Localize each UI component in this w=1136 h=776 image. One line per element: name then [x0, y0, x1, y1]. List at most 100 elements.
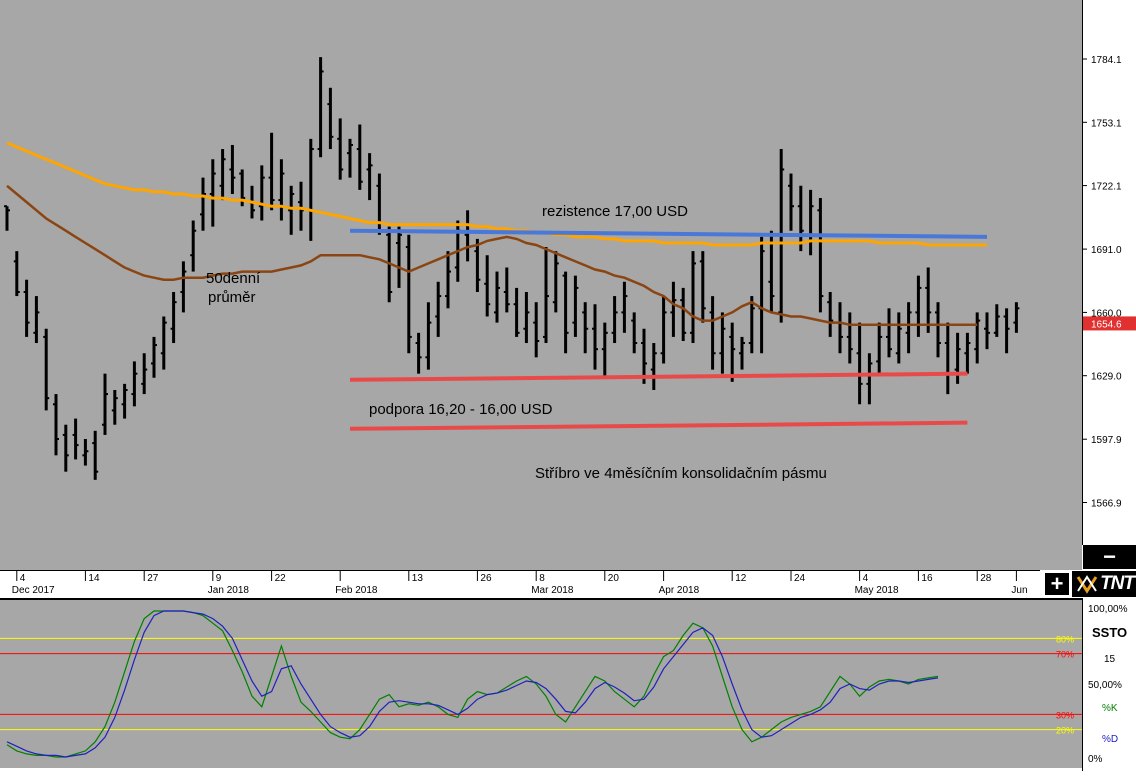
- time-month-label: Jun: [1011, 585, 1027, 596]
- osc-tick-label: 100,00%: [1088, 604, 1128, 615]
- price-bar: [141, 353, 148, 395]
- zoom-out-button[interactable]: −: [1083, 544, 1136, 569]
- time-tick-label: 26: [480, 573, 492, 584]
- ma50-label-line2: průměr: [208, 289, 256, 306]
- price-bar: [886, 308, 892, 358]
- price-tick-label: 1691.0: [1091, 245, 1122, 256]
- price-bar: [699, 251, 706, 323]
- price-bar: [337, 118, 344, 180]
- support-label: podpora 16,20 - 16,00 USD: [369, 401, 553, 418]
- price-bar: [200, 177, 206, 231]
- price-bar: [464, 210, 471, 262]
- price-axis-labels: 1784.1 1753.1 1722.1 1691.0 1660.0 1629.0 1597…: [1082, 0, 1136, 545]
- time-tick-label: 20: [608, 573, 620, 584]
- price-bar: [102, 373, 108, 435]
- price-chart[interactable]: rezistence 17,00 USD 50denní průměr podpora…: [0, 0, 1082, 570]
- support-lower-line: [349, 420, 968, 431]
- time-month-label: Dec 2017: [12, 585, 55, 596]
- price-bar: [817, 198, 824, 313]
- price-bar: [523, 291, 530, 344]
- price-bar: [935, 302, 941, 358]
- resistance-label: rezistence 17,00 USD: [542, 203, 688, 220]
- price-bar: [170, 291, 177, 344]
- price-bar: [131, 361, 138, 407]
- price-bar: [846, 312, 853, 364]
- price-tick-label: 1597.9: [1091, 435, 1122, 446]
- time-month-label: Apr 2018: [659, 585, 700, 596]
- price-bar: [650, 343, 657, 390]
- price-bar: [611, 296, 618, 344]
- price-bar: [405, 234, 412, 354]
- price-bar: [788, 173, 794, 231]
- price-bar: [219, 149, 226, 201]
- time-month-label: Jan 2018: [208, 585, 250, 596]
- price-bar: [317, 57, 324, 158]
- price-bar: [356, 124, 363, 190]
- time-tick-label: 14: [88, 573, 100, 584]
- indicator-period: 15: [1104, 654, 1116, 665]
- price-tick-label: 1566.9: [1091, 499, 1122, 510]
- price-tick-label: 1722.1: [1091, 182, 1122, 193]
- price-bar: [43, 328, 50, 411]
- price-bar: [396, 226, 402, 288]
- resistance-line: [349, 228, 988, 239]
- time-tick-label: 27: [147, 573, 159, 584]
- stoch-d-line: [6, 610, 939, 758]
- price-bar: [474, 238, 481, 292]
- price-bar: [268, 132, 275, 211]
- level-label: 30%: [1056, 710, 1074, 720]
- price-tick-label: 1784.1: [1091, 55, 1122, 66]
- price-bar: [915, 275, 922, 337]
- level-label: 80%: [1056, 634, 1074, 644]
- stochastic-axis-labels: 100,00% 50,00% 0% SSTO 15 %K %D: [1082, 598, 1128, 771]
- time-tick-label: 8: [539, 573, 545, 584]
- price-bar: [543, 247, 549, 344]
- price-bar: [876, 322, 883, 374]
- price-bar: [415, 332, 422, 374]
- price-bar: [1003, 308, 1010, 354]
- price-bar: [690, 251, 696, 344]
- stochastic-chart[interactable]: 80% 70% 30% 20%: [0, 600, 1082, 768]
- time-month-label: Feb 2018: [335, 585, 378, 596]
- price-tick-label: 1629.0: [1091, 372, 1122, 383]
- zoom-in-button[interactable]: +: [1044, 571, 1070, 596]
- price-bar: [758, 236, 765, 354]
- time-month-label: May 2018: [855, 585, 899, 596]
- price-bar: [160, 316, 167, 370]
- time-tick-label: 24: [794, 573, 806, 584]
- last-price-label: 1654.6: [1091, 319, 1122, 330]
- time-tick-label: 4: [20, 573, 26, 584]
- price-bar: [954, 332, 961, 384]
- stoch-d-legend: %D: [1102, 734, 1118, 745]
- price-bar: [278, 159, 285, 221]
- price-bar: [797, 185, 804, 252]
- time-tick-label: 12: [735, 573, 747, 584]
- price-bar: [4, 205, 10, 231]
- price-bar: [111, 389, 118, 425]
- price-bar: [13, 251, 20, 297]
- indicator-name: SSTO: [1092, 625, 1127, 640]
- stoch-k-line: [6, 610, 939, 758]
- price-bar: [993, 304, 1000, 337]
- time-tick-label: 9: [216, 573, 222, 584]
- price-bar: [229, 144, 236, 194]
- price-bar: [151, 336, 157, 378]
- price-bar: [53, 394, 59, 456]
- osc-tick-label: 0%: [1088, 754, 1103, 765]
- price-bar: [807, 189, 814, 256]
- price-bar: [190, 220, 197, 272]
- price-bar: [964, 332, 971, 374]
- chart-caption: Stříbro ve 4měsíčním konsolidačním pásmu: [535, 465, 827, 482]
- time-tick-label: 13: [412, 573, 424, 584]
- price-bar: [748, 296, 755, 354]
- long-moving-average-line: [6, 141, 987, 247]
- price-bar: [719, 312, 726, 374]
- level-label: 20%: [1056, 726, 1074, 736]
- ma50-label-line1: 50denní: [206, 270, 261, 287]
- price-bar: [592, 304, 598, 370]
- price-bar: [601, 322, 608, 378]
- price-bar: [974, 312, 981, 364]
- price-bar: [866, 353, 873, 405]
